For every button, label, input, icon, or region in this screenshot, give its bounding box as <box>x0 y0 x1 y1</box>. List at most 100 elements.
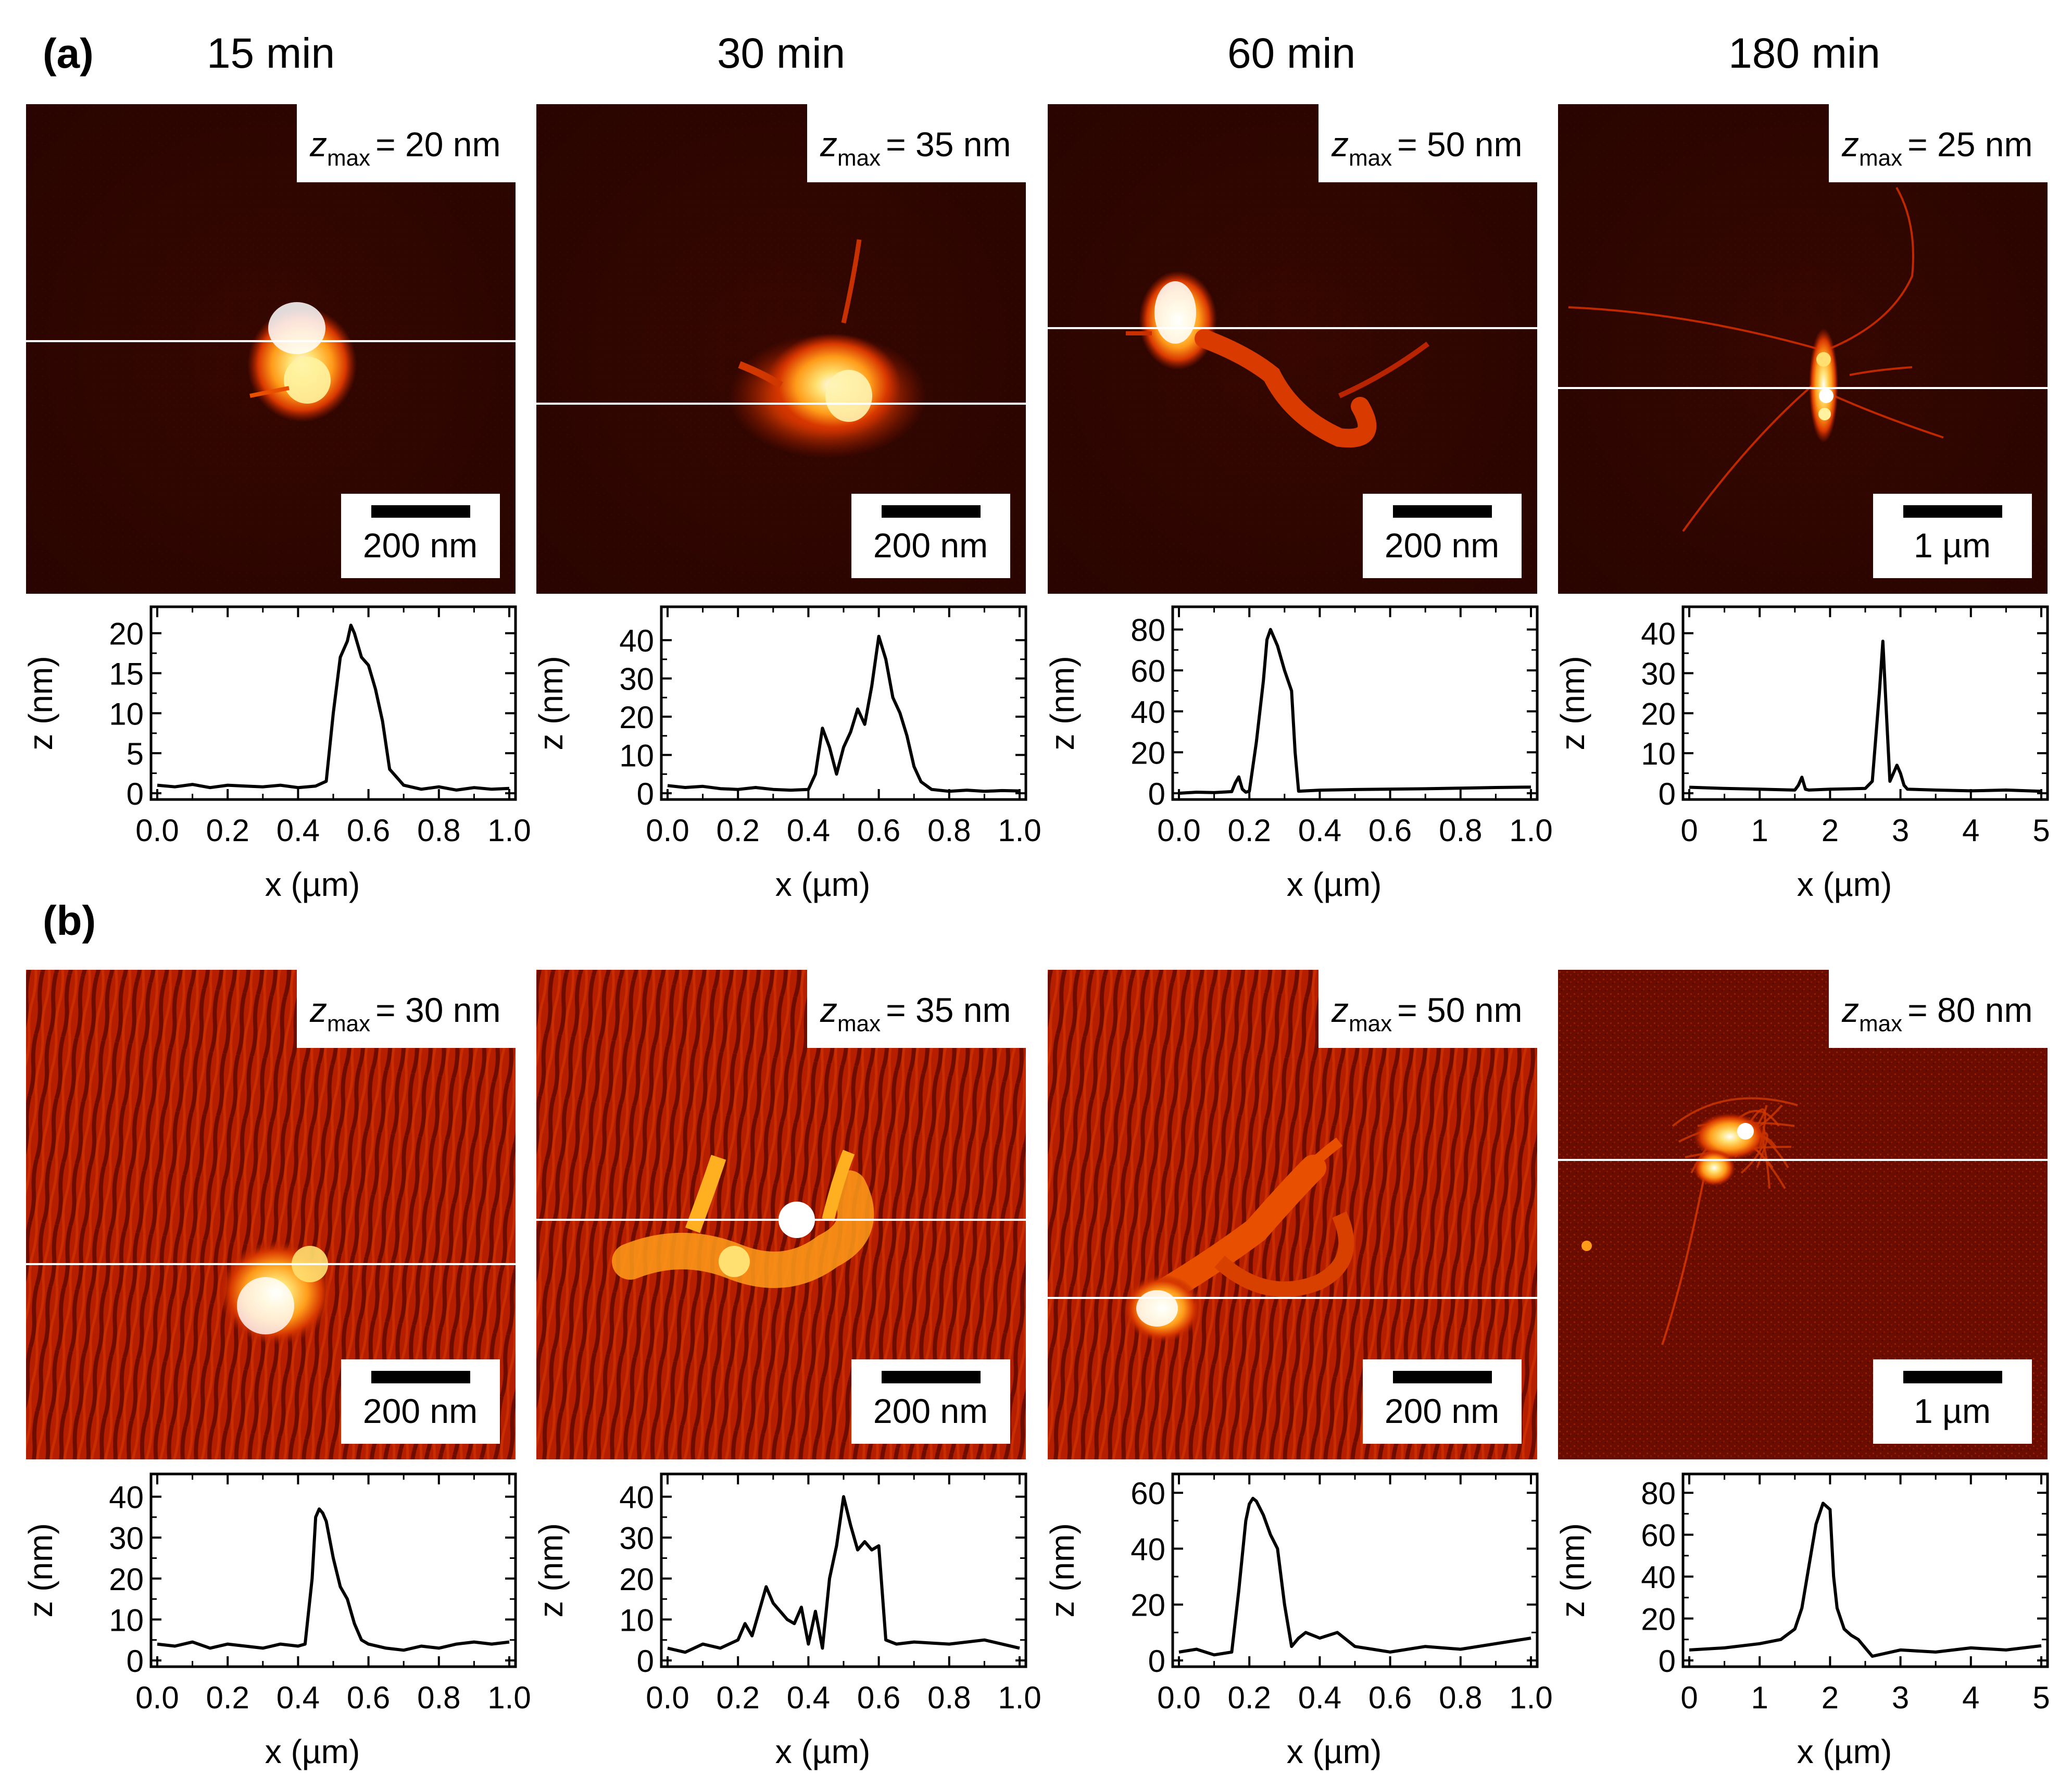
y-axis-label: z (nm) <box>1044 1523 1081 1617</box>
fibril <box>1828 187 1914 350</box>
y-tick-label: 20 <box>1131 735 1165 770</box>
x-tick-label: 2 <box>1822 813 1839 848</box>
x-tick-label: 5 <box>2032 1680 2050 1715</box>
y-tick-label: 10 <box>109 1603 144 1638</box>
profile-series-line <box>1178 1496 1531 1657</box>
x-tick-label: 1.0 <box>487 1680 531 1715</box>
aggregate-peak <box>825 370 872 422</box>
profile-series-line <box>1689 1502 2042 1658</box>
x-tick-label: 0.4 <box>787 813 830 848</box>
y-tick-label: 0 <box>1659 777 1676 811</box>
panel-label-a: (a) <box>43 30 94 77</box>
particle <box>1581 1241 1592 1251</box>
x-tick-label: 0.4 <box>1298 813 1341 848</box>
profile-series-line <box>157 623 510 792</box>
y-tick-label: 10 <box>619 1603 654 1638</box>
x-tick-label: 1.0 <box>998 813 1041 848</box>
scale-bar-label: 200 nm <box>1385 526 1499 565</box>
zmax-label: zmax = 20 nm <box>309 125 500 171</box>
x-axis-label: x (µm) <box>1287 866 1382 903</box>
x-axis-label: x (µm) <box>265 866 360 903</box>
profile-series-line <box>157 1507 510 1652</box>
y-tick-label: 60 <box>1131 654 1165 689</box>
fibril <box>249 386 290 398</box>
scale-bar: 200 nm <box>851 494 1010 578</box>
profile-chart-b-0: 0.0 0.2 0.4 0.6 0.8 1.0 0 10 20 30 40 z (nm) x (µm) <box>22 1472 531 1770</box>
y-tick-label: 20 <box>1641 696 1676 731</box>
x-tick-label: 1.0 <box>1509 813 1552 848</box>
x-tick-label: 0 <box>1680 813 1698 848</box>
scale-bar-label: 200 nm <box>873 526 988 565</box>
x-tick-label: 0.8 <box>927 1680 971 1715</box>
scale-bar: 1 µm <box>1873 494 2032 578</box>
x-axis-label: x (µm) <box>265 1733 360 1770</box>
x-tick-label: 0.8 <box>1439 813 1482 848</box>
y-tick-label: 10 <box>109 696 144 731</box>
fibril <box>1834 395 1944 439</box>
fibril <box>1214 1211 1354 1297</box>
afm-image-b60: zmax = 50 nm 200 nm <box>1048 970 1537 1459</box>
scale-bar: 200 nm <box>341 494 500 578</box>
aggregate-peak <box>237 1277 294 1334</box>
x-tick-label: 2 <box>1822 1680 1839 1715</box>
aggregate-peak <box>1136 1290 1178 1327</box>
fibril <box>822 1149 855 1221</box>
x-tick-label: 0 <box>1680 1680 1698 1715</box>
zmax-box <box>297 970 516 1048</box>
y-axis-label: z (nm) <box>1044 656 1081 750</box>
x-tick-label: 1.0 <box>998 1680 1041 1715</box>
afm-image-a15: zmax = 20 nm 200 nm <box>26 104 516 594</box>
y-axis-label: z (nm) <box>1554 656 1591 750</box>
zmax-label: zmax = 30 nm <box>309 991 500 1036</box>
x-tick-label: 0.6 <box>857 813 900 848</box>
x-tick-label: 0.8 <box>417 813 460 848</box>
afm-image-a60: zmax = 50 nm 200 nm <box>1048 104 1537 594</box>
x-tick-label: 1.0 <box>487 813 531 848</box>
scale-bar-label: 200 nm <box>363 526 478 565</box>
aggregate-peak <box>1816 352 1831 367</box>
x-tick-label: 0.6 <box>347 813 390 848</box>
scale-bar-label: 200 nm <box>873 1392 988 1430</box>
zmax-box <box>807 970 1026 1048</box>
aggregate-peak <box>1818 408 1831 420</box>
plot-frame <box>1171 1472 1539 1668</box>
x-tick-label: 0.6 <box>1368 813 1412 848</box>
fibril-bundle <box>1195 329 1377 448</box>
y-tick-label: 40 <box>1641 617 1676 652</box>
y-tick-label: 10 <box>619 739 654 773</box>
y-tick-label: 15 <box>109 657 144 692</box>
plot-frame <box>149 1472 517 1668</box>
x-tick-label: 1 <box>1751 813 1768 848</box>
afm-image-b30: zmax = 35 nm 200 nm <box>536 970 1026 1459</box>
zmax-label: zmax = 25 nm <box>1841 125 2032 171</box>
profile-chart-a-3: 0 1 2 3 4 5 0 10 20 30 40 z (nm) x (µm) <box>1554 605 2050 903</box>
zmax-box <box>297 104 516 182</box>
x-tick-label: 0.6 <box>1368 1680 1412 1715</box>
x-tick-label: 0.4 <box>277 1680 320 1715</box>
zmax-box <box>1318 104 1537 182</box>
y-tick-label: 0 <box>127 777 144 811</box>
x-axis-label: x (µm) <box>1797 1733 1892 1770</box>
y-tick-label: 0 <box>637 1644 654 1679</box>
zmax-label: zmax = 35 nm <box>820 991 1011 1036</box>
profile-series-line <box>1689 640 2042 793</box>
plot-frame <box>1171 605 1539 801</box>
zmax-label: zmax = 50 nm <box>1331 991 1522 1036</box>
x-tick-label: 0.0 <box>1157 813 1200 848</box>
plot-frame <box>660 605 1027 801</box>
y-tick-label: 40 <box>619 623 654 658</box>
fibril <box>1568 306 1819 350</box>
x-tick-label: 0.0 <box>646 1680 689 1715</box>
zmax-label: zmax = 50 nm <box>1331 125 1522 171</box>
aggregate-peak <box>284 357 331 404</box>
x-tick-label: 1 <box>1751 1680 1768 1715</box>
fibril <box>1294 1138 1343 1182</box>
zmax-box <box>1318 970 1537 1048</box>
x-tick-label: 0.6 <box>857 1680 900 1715</box>
zmax-box <box>1829 104 2048 182</box>
scale-bar-label: 200 nm <box>363 1392 478 1430</box>
y-tick-label: 20 <box>619 700 654 735</box>
scale-bar: 1 µm <box>1873 1359 2032 1444</box>
y-tick-label: 20 <box>1641 1602 1676 1637</box>
